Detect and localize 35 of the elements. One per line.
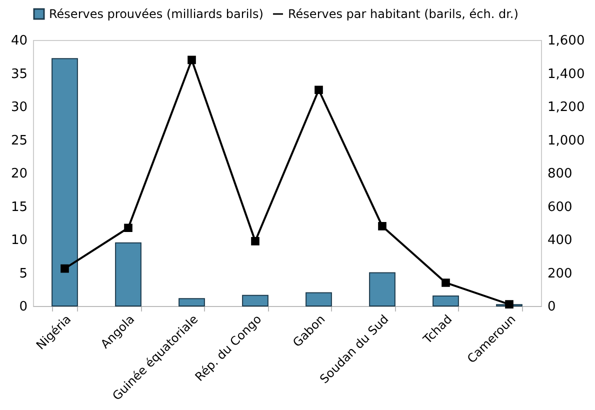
y2-tick-label: 1,000 (548, 133, 585, 148)
point (442, 278, 450, 287)
y-tick-label: 10 (10, 233, 28, 248)
y2-tick-label: 1,200 (548, 100, 585, 115)
y-tick-label: 20 (10, 166, 28, 182)
y-tick-label: 40 (10, 34, 28, 48)
point (314, 86, 323, 94)
y-tick-label: 35 (10, 66, 28, 82)
y2-tick-label: 1,400 (548, 66, 585, 82)
y2-tick-label: 200 (548, 266, 572, 282)
y-tick-label: 0 (19, 300, 28, 314)
y-tick-label: 15 (10, 200, 28, 215)
y2-tick-label: 0 (548, 300, 556, 314)
point (251, 237, 260, 246)
bar (52, 58, 78, 306)
bar (306, 292, 332, 306)
legend-label: Réserves par habitant (barils, éch. dr.) (288, 7, 518, 21)
point (188, 56, 196, 64)
point (378, 222, 386, 230)
y-tick-label: 30 (10, 100, 28, 115)
bar (242, 294, 268, 306)
legend-label: Réserves prouvées (milliards barils) (49, 7, 264, 21)
bar (369, 272, 396, 306)
y2-tick-label: 1,600 (548, 34, 585, 48)
y2-tick-label: 400 (548, 233, 572, 248)
y2-tick-label: 600 (548, 200, 572, 215)
y-tick-label: 25 (10, 133, 28, 148)
bar (178, 298, 205, 306)
bar (115, 242, 142, 306)
y-tick-label: 5 (19, 266, 28, 282)
point (60, 264, 69, 273)
point (124, 224, 132, 232)
point (505, 300, 514, 308)
bar (432, 296, 459, 306)
y2-tick-label: 800 (548, 166, 572, 182)
